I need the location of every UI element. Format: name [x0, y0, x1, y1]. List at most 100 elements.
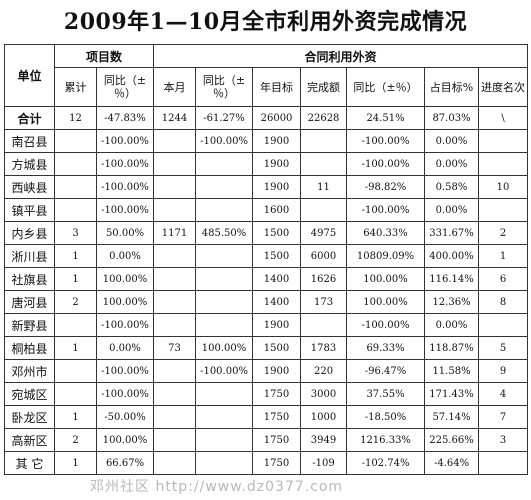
completed-cell: 3000 — [300, 382, 348, 406]
this-month-cell — [153, 175, 197, 199]
unit-name-cell: 唐河县 — [4, 290, 55, 314]
completed-yoy-cell: 37.55% — [346, 382, 426, 406]
completed-yoy-cell: 69.33% — [346, 336, 426, 360]
rank-cell: 8 — [478, 290, 529, 314]
unit-name-cell: 其 它 — [4, 451, 55, 475]
project-yoy-cell: -100.00% — [95, 313, 155, 337]
table-row: 高新区 2 100.00% 1750 3949 1216.33% 225.66% 3 — [4, 428, 529, 452]
unit-name-cell: 西峡县 — [4, 175, 55, 199]
completed-yoy-cell: 100.00% — [346, 267, 426, 291]
completed-yoy-cell: -102.74% — [346, 451, 426, 475]
rank-cell — [478, 198, 529, 222]
project-count-cell: 1 — [54, 267, 97, 291]
month-yoy-cell — [195, 175, 254, 199]
rank-cell: 5 — [478, 336, 529, 360]
projects-header: 项目数 — [53, 44, 155, 68]
completed-cell — [300, 198, 348, 222]
project-yoy-cell: -47.83% — [95, 106, 155, 130]
table-row: 其 它 1 66.67% 1750 -109 -102.74% -4.64% — [4, 451, 529, 475]
table-row: 唐河县 2 100.00% 1400 173 100.00% 12.36% 8 — [4, 290, 529, 314]
project-yoy-cell: 100.00% — [95, 267, 155, 291]
this-month-cell: 1171 — [153, 221, 197, 245]
target-share-cell: 225.66% — [424, 428, 480, 452]
unit-name-cell: 桐柏县 — [4, 336, 55, 360]
project-count-cell — [54, 152, 97, 176]
month-yoy-cell: -61.27% — [195, 106, 254, 130]
rank-cell: 7 — [478, 405, 529, 429]
completed-yoy-cell: -100.00% — [346, 198, 426, 222]
target-share-cell: 400.00% — [424, 244, 480, 268]
annual-target-cell: 1600 — [252, 198, 302, 222]
annual-target-header: 年目标 — [252, 67, 302, 107]
rank-cell: 3 — [478, 428, 529, 452]
unit-name-cell: 高新区 — [4, 428, 55, 452]
target-share-cell: 116.14% — [424, 267, 480, 291]
annual-target-cell: 1750 — [252, 428, 302, 452]
rank-cell: 9 — [478, 359, 529, 383]
project-count-cell: 1 — [54, 405, 97, 429]
project-yoy-cell: -100.00% — [95, 175, 155, 199]
rank-cell: 10 — [478, 175, 529, 199]
completed-yoy-cell: 24.51% — [346, 106, 426, 130]
project-yoy-cell: 0.00% — [95, 336, 155, 360]
target-share-cell: 0.00% — [424, 313, 480, 337]
project-yoy-cell: 0.00% — [95, 244, 155, 268]
rank-cell: \ — [478, 106, 529, 130]
annual-target-cell: 1750 — [252, 382, 302, 406]
unit-name-cell: 内乡县 — [4, 221, 55, 245]
target-share-cell: 118.87% — [424, 336, 480, 360]
month-yoy-cell — [195, 198, 254, 222]
page-title: 2009年1—10月全市利用外资完成情况 — [63, 9, 468, 35]
completed-cell: 1783 — [300, 336, 348, 360]
completed-cell: 173 — [300, 290, 348, 314]
completed-yoy-cell: -100.00% — [346, 313, 426, 337]
rank-cell — [478, 313, 529, 337]
annual-target-cell: 1500 — [252, 244, 302, 268]
completed-cell: 11 — [300, 175, 348, 199]
project-count-cell: 1 — [54, 451, 97, 475]
month-yoy-header: 同比（±％） — [195, 67, 254, 107]
this-month-cell — [153, 359, 197, 383]
this-month-cell — [153, 290, 197, 314]
this-month-cell: 1244 — [153, 106, 197, 130]
month-yoy-cell — [195, 382, 254, 406]
completed-yoy-cell: 10809.09% — [346, 244, 426, 268]
completed-cell: 4975 — [300, 221, 348, 245]
project-yoy-cell: -100.00% — [95, 129, 155, 153]
table-row: 内乡县 3 50.00% 1171 485.50% 1500 4975 640.33% 331.… — [4, 221, 529, 245]
table-row: 邓州市 -100.00% -100.00% 1900 220 -96.47% 11.58% 9 — [4, 359, 529, 383]
table-row: 南召县 -100.00% -100.00% 1900 -100.00% 0.00% — [4, 129, 529, 153]
project-yoy-cell: 100.00% — [95, 290, 155, 314]
month-yoy-cell — [195, 428, 254, 452]
annual-target-cell: 1400 — [252, 267, 302, 291]
completed-cell — [300, 129, 348, 153]
target-share-cell: 11.58% — [424, 359, 480, 383]
table-row: 社旗县 1 100.00% 1400 1626 100.00% 116.14% 6 — [4, 267, 529, 291]
project-count-cell: 2 — [54, 428, 97, 452]
project-count-cell — [54, 382, 97, 406]
project-count-cell — [54, 359, 97, 383]
target-share-cell: 0.00% — [424, 152, 480, 176]
completed-yoy-cell: 100.00% — [346, 290, 426, 314]
this-month-cell — [153, 129, 197, 153]
unit-name-cell: 宛城区 — [4, 382, 55, 406]
rank-cell: 2 — [478, 221, 529, 245]
project-yoy-cell: 50.00% — [95, 221, 155, 245]
completed-yoy-header: 同比（±％） — [346, 67, 426, 107]
annual-target-cell: 1750 — [252, 405, 302, 429]
unit-name-cell: 社旗县 — [4, 267, 55, 291]
month-yoy-cell: -100.00% — [195, 129, 254, 153]
unit-name-cell: 淅川县 — [4, 244, 55, 268]
table-row: 方城县 -100.00% 1900 -100.00% 0.00% — [4, 152, 529, 176]
rank-cell — [478, 129, 529, 153]
month-yoy-cell — [195, 405, 254, 429]
project-count-cell — [54, 129, 97, 153]
month-yoy-cell — [195, 152, 254, 176]
completed-yoy-cell: 640.33% — [346, 221, 426, 245]
unit-name-cell: 镇平县 — [4, 198, 55, 222]
target-share-cell: 87.03% — [424, 106, 480, 130]
month-yoy-cell: -100.00% — [195, 359, 254, 383]
rank-cell — [478, 152, 529, 176]
completed-yoy-cell: -96.47% — [346, 359, 426, 383]
this-month-cell — [153, 405, 197, 429]
